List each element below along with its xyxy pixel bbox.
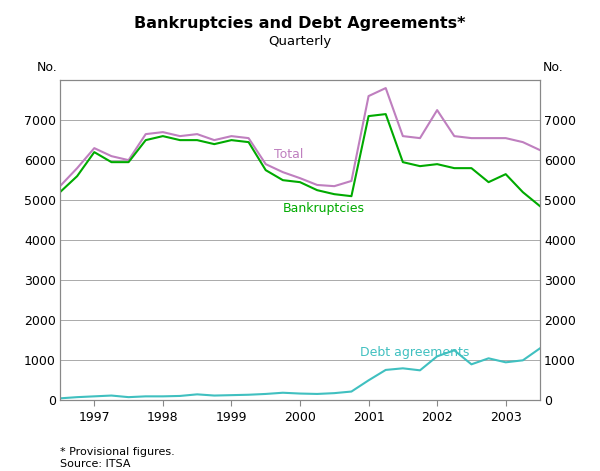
Text: No.: No. xyxy=(542,61,563,73)
Text: No.: No. xyxy=(37,61,58,73)
Text: * Provisional figures.
Source: ITSA: * Provisional figures. Source: ITSA xyxy=(60,447,175,469)
Text: Total: Total xyxy=(274,148,304,161)
Text: Bankruptcies and Debt Agreements*: Bankruptcies and Debt Agreements* xyxy=(134,16,466,32)
Text: Quarterly: Quarterly xyxy=(268,35,332,49)
Text: Debt agreements: Debt agreements xyxy=(360,346,469,359)
Text: Bankruptcies: Bankruptcies xyxy=(283,202,365,215)
